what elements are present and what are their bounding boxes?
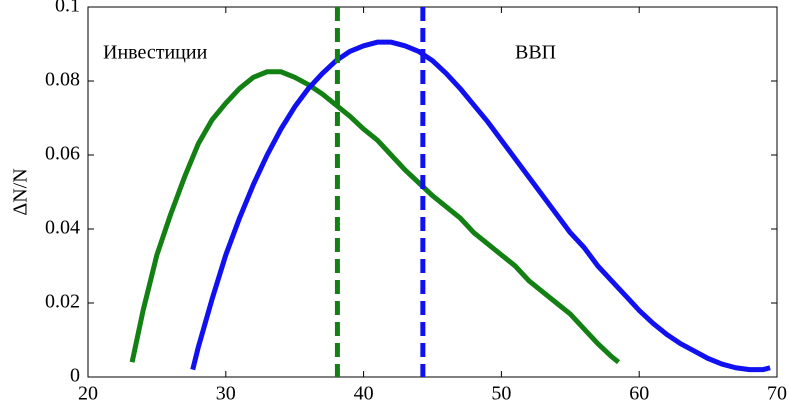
x-tick-label: 70: [767, 383, 787, 405]
y-tick-label: 0.06: [45, 143, 80, 165]
y-axis-label: ΔN/N: [10, 168, 32, 215]
y-tick-label: 0.08: [45, 69, 80, 91]
x-tick-label: 40: [354, 383, 374, 405]
x-tick-label: 60: [629, 383, 649, 405]
y-tick-label: 0: [70, 365, 80, 387]
annotation: Инвестиции: [103, 42, 208, 64]
plot-frame: [87, 6, 778, 378]
x-tick-label: 30: [216, 383, 236, 405]
annotation: ВВП: [515, 42, 556, 64]
data-line: [129, 69, 621, 365]
x-tick-label: 50: [491, 383, 511, 405]
data-line: [190, 39, 771, 373]
y-tick-label: 0.04: [45, 217, 80, 239]
y-tick-label: 0.02: [45, 291, 80, 313]
x-tick-label: 20: [78, 383, 98, 405]
y-tick-label: 0.1: [55, 0, 80, 17]
